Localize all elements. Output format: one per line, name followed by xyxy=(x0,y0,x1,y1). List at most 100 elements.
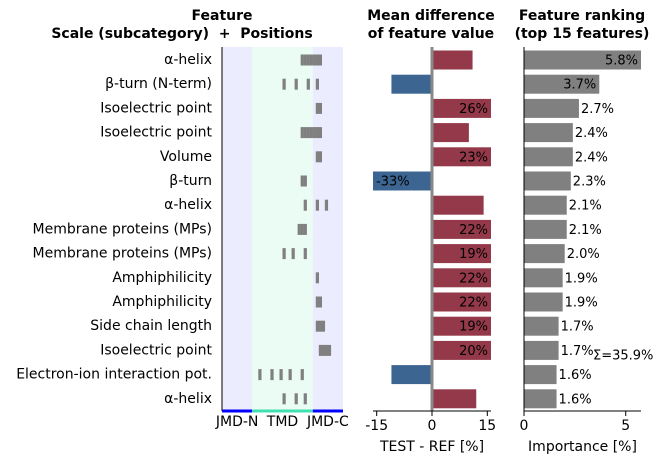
bar xyxy=(432,292,491,312)
x-tick-label: 5 xyxy=(621,418,630,434)
panel-title: Feature ranking xyxy=(519,8,645,24)
value-label: 1.6% xyxy=(559,392,592,407)
value-label: 19% xyxy=(459,247,488,262)
feature-label: Amphiphilicity xyxy=(112,270,212,286)
position-mark xyxy=(309,54,313,66)
value-label: 2.4% xyxy=(575,150,608,165)
position-mark xyxy=(303,127,307,139)
bar xyxy=(524,219,567,239)
bar xyxy=(432,219,491,239)
position-mark xyxy=(327,344,332,356)
x-axis-label: TEST - REF [%] xyxy=(379,439,484,455)
position-mark xyxy=(318,320,323,332)
position-mark xyxy=(300,175,304,187)
value-label: 2.4% xyxy=(575,126,608,141)
position-mark xyxy=(282,393,286,405)
bar xyxy=(524,123,573,143)
value-label: 22% xyxy=(459,296,488,311)
bar xyxy=(432,147,491,167)
position-mark xyxy=(300,54,304,66)
position-mark xyxy=(318,151,323,163)
position-mark xyxy=(315,296,319,308)
bar xyxy=(524,365,557,385)
bar xyxy=(524,74,600,94)
region-background xyxy=(222,47,253,411)
feature-label: Side chain length xyxy=(90,318,212,334)
bar xyxy=(432,340,491,360)
position-mark xyxy=(294,393,298,405)
position-mark xyxy=(297,223,301,235)
panel-title: of feature value xyxy=(368,26,494,42)
position-mark xyxy=(315,320,319,332)
value-label: 3.7% xyxy=(563,78,596,93)
bar xyxy=(432,50,473,70)
position-mark xyxy=(318,127,323,139)
feature-label: Membrane proteins (MPs) xyxy=(33,246,213,262)
position-mark xyxy=(318,296,323,308)
position-mark xyxy=(324,344,329,356)
position-mark xyxy=(315,127,319,139)
bar xyxy=(432,389,477,409)
feature-label: Electron-ion interaction pot. xyxy=(16,367,212,383)
position-mark xyxy=(300,223,304,235)
feature-label: Volume xyxy=(160,149,212,165)
feature-label: Isoelectric point xyxy=(100,342,212,358)
feature-label: Membrane proteins (MPs) xyxy=(33,221,213,237)
x-axis-label: Importance [%] xyxy=(528,439,637,455)
feature-label: α-helix xyxy=(164,197,212,213)
bar xyxy=(524,50,641,70)
x-tick-label: 0 xyxy=(520,418,529,434)
position-mark xyxy=(291,248,295,260)
position-mark xyxy=(321,344,326,356)
bar xyxy=(373,171,432,191)
value-label: 22% xyxy=(459,271,488,286)
value-label: -33% xyxy=(376,175,410,190)
position-mark xyxy=(315,102,319,114)
position-mark xyxy=(303,175,307,187)
position-mark xyxy=(318,102,323,114)
value-label: 2.1% xyxy=(569,223,602,238)
bar xyxy=(432,316,491,336)
position-mark xyxy=(312,127,316,139)
bars xyxy=(524,50,641,409)
bar xyxy=(524,171,571,191)
bar xyxy=(524,292,563,312)
panel-title: Mean difference xyxy=(367,8,495,24)
bar xyxy=(432,98,491,118)
position-mark xyxy=(315,272,319,284)
value-label: 2.1% xyxy=(569,199,602,214)
feature-label: Isoelectric point xyxy=(100,100,212,116)
position-mark xyxy=(306,78,310,90)
feature-label: β-turn (N-term) xyxy=(105,76,212,92)
feature-label: Isoelectric point xyxy=(100,125,212,141)
bar xyxy=(524,147,573,167)
value-label: 19% xyxy=(459,320,488,335)
panel-title: Feature xyxy=(192,8,253,24)
x-tick-label: -15 xyxy=(365,418,388,434)
value-label: 2.0% xyxy=(567,247,600,262)
bar xyxy=(524,340,559,360)
panel-subtitle: Scale (subcategory) + Positions xyxy=(51,26,312,42)
bar xyxy=(432,195,484,215)
position-mark xyxy=(306,127,310,139)
value-label: 1.6% xyxy=(559,368,592,383)
value-label: 5.8% xyxy=(605,54,638,69)
position-mark xyxy=(303,199,307,211)
position-mark xyxy=(315,151,319,163)
position-mark xyxy=(312,54,316,66)
x-tick-label: 15 xyxy=(478,418,496,434)
position-mark xyxy=(294,78,298,90)
feature-label: α-helix xyxy=(164,391,212,407)
position-mark xyxy=(321,320,326,332)
bar xyxy=(432,244,491,264)
position-mark xyxy=(258,369,262,381)
x-tick-label: 0 xyxy=(428,418,437,434)
position-mark xyxy=(270,369,274,381)
position-mark xyxy=(303,54,307,66)
position-mark xyxy=(306,54,310,66)
value-label: 2.3% xyxy=(573,175,606,190)
position-mark xyxy=(300,369,304,381)
value-label: 20% xyxy=(459,344,488,359)
